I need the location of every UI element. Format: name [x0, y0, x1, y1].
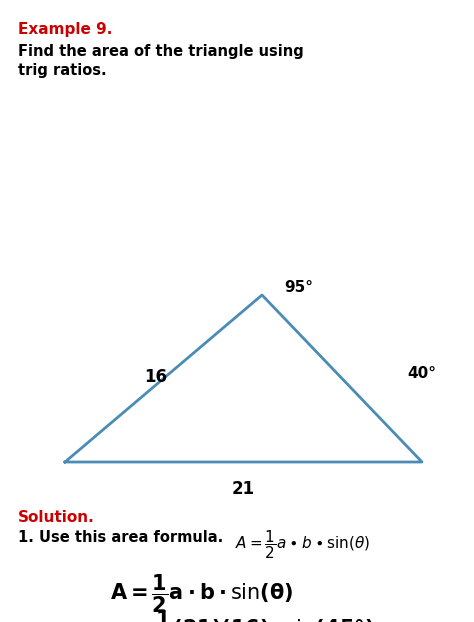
Text: $A = \dfrac{1}{2}a \bullet b \bullet \sin(\theta)$: $A = \dfrac{1}{2}a \bullet b \bullet \si… — [235, 528, 370, 561]
Text: Solution.: Solution. — [18, 510, 95, 525]
Text: Example 9.: Example 9. — [18, 22, 112, 37]
Text: trig ratios.: trig ratios. — [18, 63, 107, 78]
Text: 40°: 40° — [407, 366, 436, 381]
Text: 21: 21 — [232, 480, 255, 498]
Text: 95°: 95° — [284, 279, 313, 294]
Text: Find the area of the triangle using: Find the area of the triangle using — [18, 44, 304, 59]
Text: 16: 16 — [144, 368, 167, 386]
Text: $\mathbf{= \dfrac{1}{2}(21)(16) \bullet \sin(45°)}$: $\mathbf{= \dfrac{1}{2}(21)(16) \bullet … — [130, 608, 374, 622]
Text: 1. Use this area formula.: 1. Use this area formula. — [18, 530, 223, 545]
Text: $\mathbf{A = \dfrac{1}{2}a \bullet b \bullet \sin(\theta)}$: $\mathbf{A = \dfrac{1}{2}a \bullet b \bu… — [110, 572, 293, 615]
